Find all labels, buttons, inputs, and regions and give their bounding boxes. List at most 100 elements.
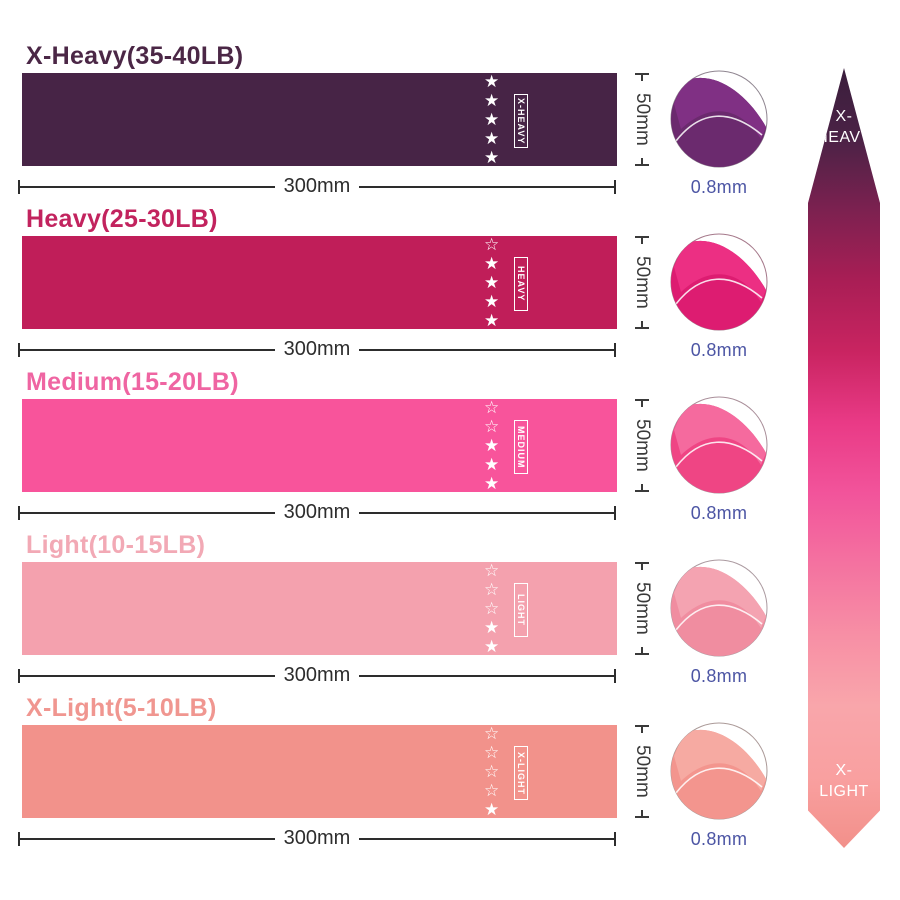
band-deco: ☆ ☆ ☆ ☆ ★ X-LIGHT <box>484 724 528 819</box>
width-dimension: 300mm <box>18 338 617 361</box>
dim-line <box>20 837 275 840</box>
band-fold-photo-icon <box>670 396 768 494</box>
star-icon: ★ <box>484 311 500 330</box>
dim-tick-right-icon <box>614 179 617 194</box>
star-icon: ☆ <box>484 235 500 254</box>
dim-tick-bottom-icon <box>635 483 649 492</box>
star-icon: ☆ <box>484 561 500 580</box>
band-row-heavy: Heavy(25-30LB) ☆ ★ ★ ★ ★ HEAVY 50mm 300mm <box>18 205 800 368</box>
band-wrap: ☆ ☆ ☆ ☆ ★ X-LIGHT 50mm <box>18 725 800 818</box>
height-dimension-label: 50mm <box>632 256 653 309</box>
width-dimension: 300mm <box>18 501 617 524</box>
dim-tick-left-icon <box>18 505 20 520</box>
thickness-label: 0.8mm <box>690 340 748 360</box>
height-dimension: 50mm <box>624 73 660 166</box>
dim-tick-top-icon <box>635 399 649 408</box>
star-icon: ☆ <box>484 743 500 762</box>
band-deco: ★ ★ ★ ★ ★ X-HEAVY <box>484 73 528 166</box>
star-icon: ★ <box>484 436 500 455</box>
star-icon: ★ <box>484 110 500 129</box>
star-icon: ☆ <box>484 599 500 618</box>
width-dimension-label: 300mm <box>283 664 351 686</box>
dim-line <box>359 511 615 514</box>
star-icon: ☆ <box>484 724 500 743</box>
band-title: Heavy(25-30LB) <box>26 205 218 233</box>
band-strip: ★ ★ ★ ★ ★ X-HEAVY <box>22 73 617 166</box>
star-icon: ☆ <box>484 398 500 417</box>
band-strip: ☆ ☆ ★ ★ ★ MEDIUM <box>22 399 617 492</box>
dim-tick-top-icon <box>635 562 649 571</box>
band-title: X-Heavy(35-40LB) <box>26 42 244 70</box>
band-title: Light(10-15LB) <box>26 531 206 559</box>
band-title: X-Light(5-10LB) <box>26 694 217 722</box>
dim-tick-right-icon <box>614 342 617 357</box>
height-dimension: 50mm <box>624 236 660 329</box>
star-icon: ★ <box>484 254 500 273</box>
height-dimension: 50mm <box>624 562 660 655</box>
band-label: HEAVY <box>514 257 528 311</box>
star-icon: ★ <box>484 618 500 637</box>
band-row-x-heavy: X-Heavy(35-40LB) ★ ★ ★ ★ ★ X-HEAVY 50mm 300m… <box>18 42 800 205</box>
height-dimension: 50mm <box>624 725 660 818</box>
arrow-top-label: X- HEAVY <box>816 108 872 146</box>
dim-tick-left-icon <box>18 668 20 683</box>
thickness-thumb: 0.8mm <box>668 232 770 361</box>
band-rows: X-Heavy(35-40LB) ★ ★ ★ ★ ★ X-HEAVY 50mm 300m… <box>18 42 800 857</box>
star-icon: ★ <box>484 72 500 91</box>
height-dimension-label: 50mm <box>632 582 653 635</box>
star-icon: ★ <box>484 637 500 656</box>
dim-tick-top-icon <box>635 73 649 82</box>
width-dimension-label: 300mm <box>283 338 351 360</box>
dim-tick-bottom-icon <box>635 320 649 329</box>
band-deco: ☆ ☆ ★ ★ ★ MEDIUM <box>484 398 528 493</box>
star-icon: ☆ <box>484 762 500 781</box>
band-fold-photo-icon <box>670 233 768 331</box>
star-icon: ★ <box>484 273 500 292</box>
band-row-x-light: X-Light(5-10LB) ☆ ☆ ☆ ☆ ★ X-LIGHT 50mm 300mm <box>18 694 800 857</box>
band-wrap: ☆ ☆ ★ ★ ★ MEDIUM 50mm <box>18 399 800 492</box>
band-label: X-HEAVY <box>514 94 528 148</box>
band-wrap: ★ ★ ★ ★ ★ X-HEAVY 50mm <box>18 73 800 166</box>
width-dimension-label: 300mm <box>283 827 351 849</box>
band-fold-photo-icon <box>670 722 768 820</box>
dim-tick-left-icon <box>18 342 20 357</box>
height-dimension: 50mm <box>624 399 660 492</box>
band-label: LIGHT <box>514 583 528 637</box>
dim-tick-right-icon <box>614 831 617 846</box>
star-icon: ★ <box>484 129 500 148</box>
width-dimension: 300mm <box>18 175 617 198</box>
thickness-thumb: 0.8mm <box>668 69 770 198</box>
thickness-label: 0.8mm <box>690 177 748 197</box>
thickness-label: 0.8mm <box>690 666 748 686</box>
dim-tick-bottom-icon <box>635 809 649 818</box>
star-icon: ☆ <box>484 781 500 800</box>
height-dimension-label: 50mm <box>632 93 653 146</box>
dim-line <box>359 348 615 351</box>
band-wrap: ☆ ★ ★ ★ ★ HEAVY 50mm <box>18 236 800 329</box>
star-rating: ★ ★ ★ ★ ★ <box>484 73 499 166</box>
thickness-label: 0.8mm <box>690 829 748 849</box>
arrow-bottom-label: X- LIGHT <box>819 762 869 800</box>
dim-tick-right-icon <box>614 668 617 683</box>
star-icon: ★ <box>484 474 500 493</box>
band-strip: ☆ ☆ ☆ ☆ ★ X-LIGHT <box>22 725 617 818</box>
dim-tick-bottom-icon <box>635 646 649 655</box>
star-icon: ★ <box>484 292 500 311</box>
star-icon: ★ <box>484 800 500 819</box>
dim-tick-left-icon <box>18 831 20 846</box>
dim-line <box>20 185 275 188</box>
dim-line <box>359 837 615 840</box>
band-row-medium: Medium(15-20LB) ☆ ☆ ★ ★ ★ MEDIUM 50mm 300mm <box>18 368 800 531</box>
dim-tick-right-icon <box>614 505 617 520</box>
dim-line <box>359 185 615 188</box>
dim-line <box>20 674 275 677</box>
band-wrap: ☆ ☆ ☆ ★ ★ LIGHT 50mm <box>18 562 800 655</box>
star-rating: ☆ ☆ ☆ ★ ★ <box>484 562 499 655</box>
band-deco: ☆ ★ ★ ★ ★ HEAVY <box>484 235 528 330</box>
dim-line <box>20 348 275 351</box>
thickness-thumb: 0.8mm <box>668 721 770 850</box>
thickness-thumb: 0.8mm <box>668 395 770 524</box>
dim-line <box>359 674 615 677</box>
width-dimension-label: 300mm <box>283 501 351 523</box>
dim-tick-left-icon <box>18 179 20 194</box>
